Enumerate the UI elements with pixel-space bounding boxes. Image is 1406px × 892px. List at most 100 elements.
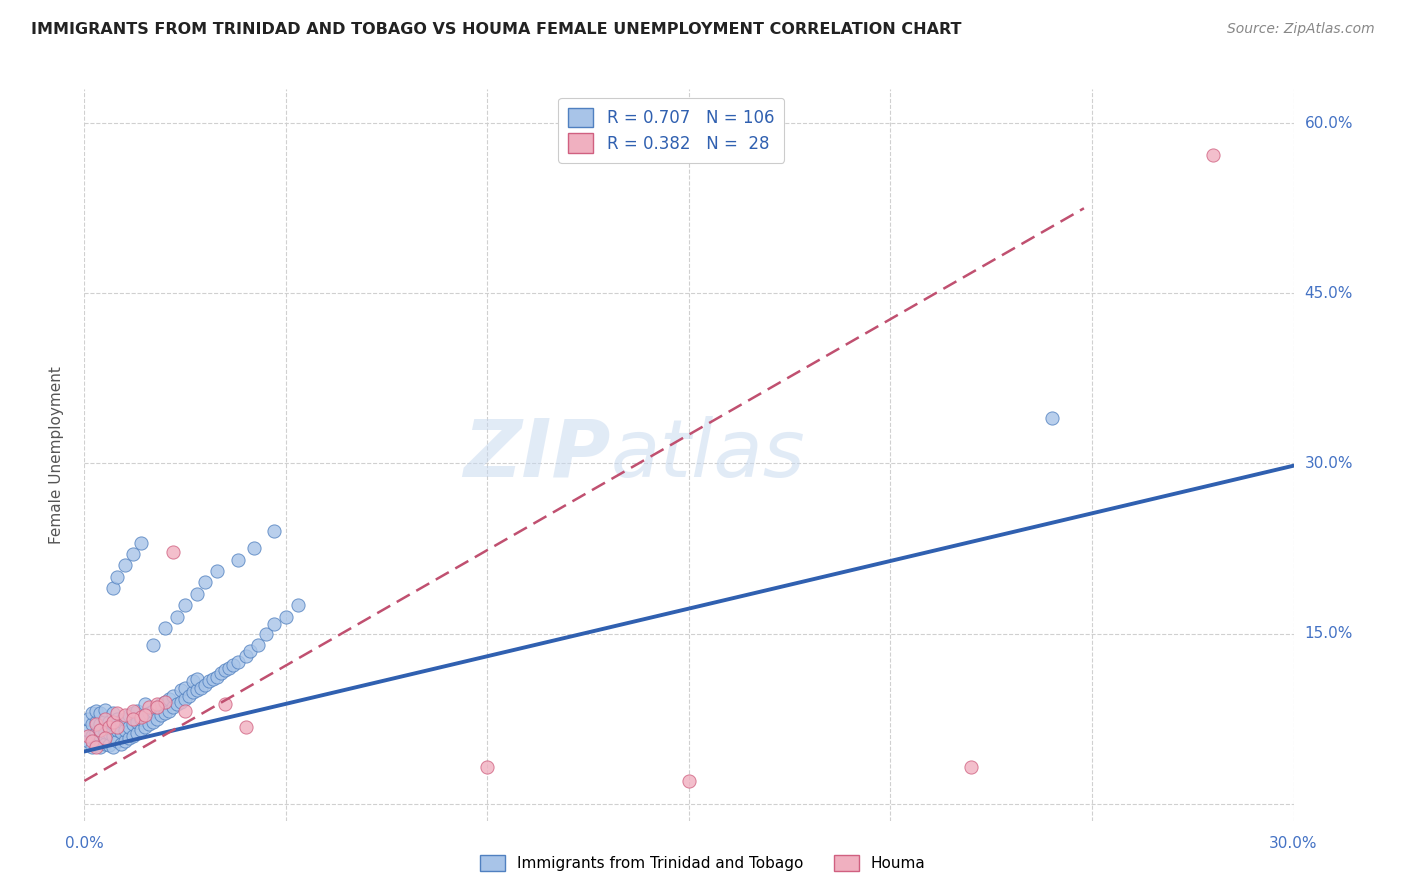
Point	[190, 681, 212, 695]
Point	[114, 723, 136, 737]
Point	[214, 663, 236, 677]
Text: 45.0%: 45.0%	[1305, 285, 1353, 301]
Point	[82, 729, 104, 743]
Point	[105, 712, 128, 726]
Point	[222, 658, 245, 673]
Point	[105, 719, 128, 733]
Point	[77, 734, 100, 748]
Point	[105, 723, 128, 737]
Point	[121, 712, 143, 726]
Point	[101, 717, 124, 731]
Point	[149, 708, 172, 723]
Text: IMMIGRANTS FROM TRINIDAD AND TOBAGO VS HOUMA FEMALE UNEMPLOYMENT CORRELATION CHA: IMMIGRANTS FROM TRINIDAD AND TOBAGO VS H…	[31, 22, 962, 37]
Point	[153, 706, 176, 720]
Point	[162, 700, 184, 714]
Point	[125, 726, 148, 740]
Point	[77, 729, 100, 743]
Point	[274, 609, 297, 624]
Point	[142, 638, 165, 652]
Point	[93, 702, 115, 716]
Point	[198, 674, 221, 689]
Text: ZIP: ZIP	[463, 416, 610, 494]
Point	[97, 714, 120, 729]
Point	[134, 697, 156, 711]
Point	[93, 725, 115, 739]
Point	[153, 695, 176, 709]
Point	[235, 649, 257, 664]
Point	[114, 734, 136, 748]
Point	[86, 704, 108, 718]
Point	[146, 700, 169, 714]
Point	[170, 695, 193, 709]
Point	[118, 708, 141, 723]
Point	[246, 638, 269, 652]
Point	[142, 714, 165, 729]
Point	[86, 714, 108, 729]
Point	[101, 706, 124, 720]
Point	[129, 712, 152, 726]
Point	[93, 737, 115, 751]
Point	[138, 717, 160, 731]
Point	[166, 609, 188, 624]
Point	[194, 575, 217, 590]
Point	[235, 719, 257, 733]
Point	[121, 547, 143, 561]
Point	[138, 700, 160, 714]
Point	[110, 737, 132, 751]
Text: 60.0%: 60.0%	[1305, 116, 1353, 131]
Point	[153, 695, 176, 709]
Point	[101, 581, 124, 595]
Point	[287, 598, 309, 612]
Point	[181, 674, 204, 689]
Point	[174, 704, 197, 718]
Text: atlas: atlas	[610, 416, 806, 494]
Point	[125, 704, 148, 718]
Point	[86, 739, 108, 754]
Point	[97, 719, 120, 733]
Point	[93, 712, 115, 726]
Point	[1040, 411, 1063, 425]
Point	[202, 672, 225, 686]
Point	[179, 689, 201, 703]
Point	[146, 697, 169, 711]
Text: 30.0%: 30.0%	[1305, 456, 1353, 471]
Point	[1202, 148, 1225, 162]
Point	[105, 734, 128, 748]
Point	[218, 660, 240, 674]
Legend: R = 0.707   N = 106, R = 0.382   N =  28: R = 0.707 N = 106, R = 0.382 N = 28	[558, 97, 785, 162]
Point	[239, 643, 262, 657]
Point	[142, 704, 165, 718]
Point	[174, 681, 197, 695]
Point	[153, 621, 176, 635]
Point	[263, 617, 285, 632]
Point	[101, 739, 124, 754]
Point	[162, 545, 184, 559]
Point	[114, 712, 136, 726]
Point	[86, 717, 108, 731]
Point	[263, 524, 285, 539]
Point	[97, 726, 120, 740]
Point	[207, 564, 229, 578]
Legend: Immigrants from Trinidad and Tobago, Houma: Immigrants from Trinidad and Tobago, Hou…	[474, 849, 932, 877]
Y-axis label: Female Unemployment: Female Unemployment	[49, 366, 63, 544]
Point	[146, 700, 169, 714]
Point	[89, 706, 111, 720]
Point	[93, 714, 115, 728]
Point	[186, 683, 208, 698]
Point	[86, 738, 108, 752]
Point	[242, 541, 264, 556]
Point	[214, 697, 236, 711]
Text: 15.0%: 15.0%	[1305, 626, 1353, 641]
Point	[82, 717, 104, 731]
Point	[678, 774, 700, 789]
Text: Source: ZipAtlas.com: Source: ZipAtlas.com	[1227, 22, 1375, 37]
Point	[194, 677, 217, 691]
Point	[110, 714, 132, 728]
Point	[89, 739, 111, 754]
Point	[89, 729, 111, 743]
Point	[129, 710, 152, 724]
Point	[186, 672, 208, 686]
Point	[121, 717, 143, 731]
Point	[134, 708, 156, 723]
Point	[93, 731, 115, 745]
